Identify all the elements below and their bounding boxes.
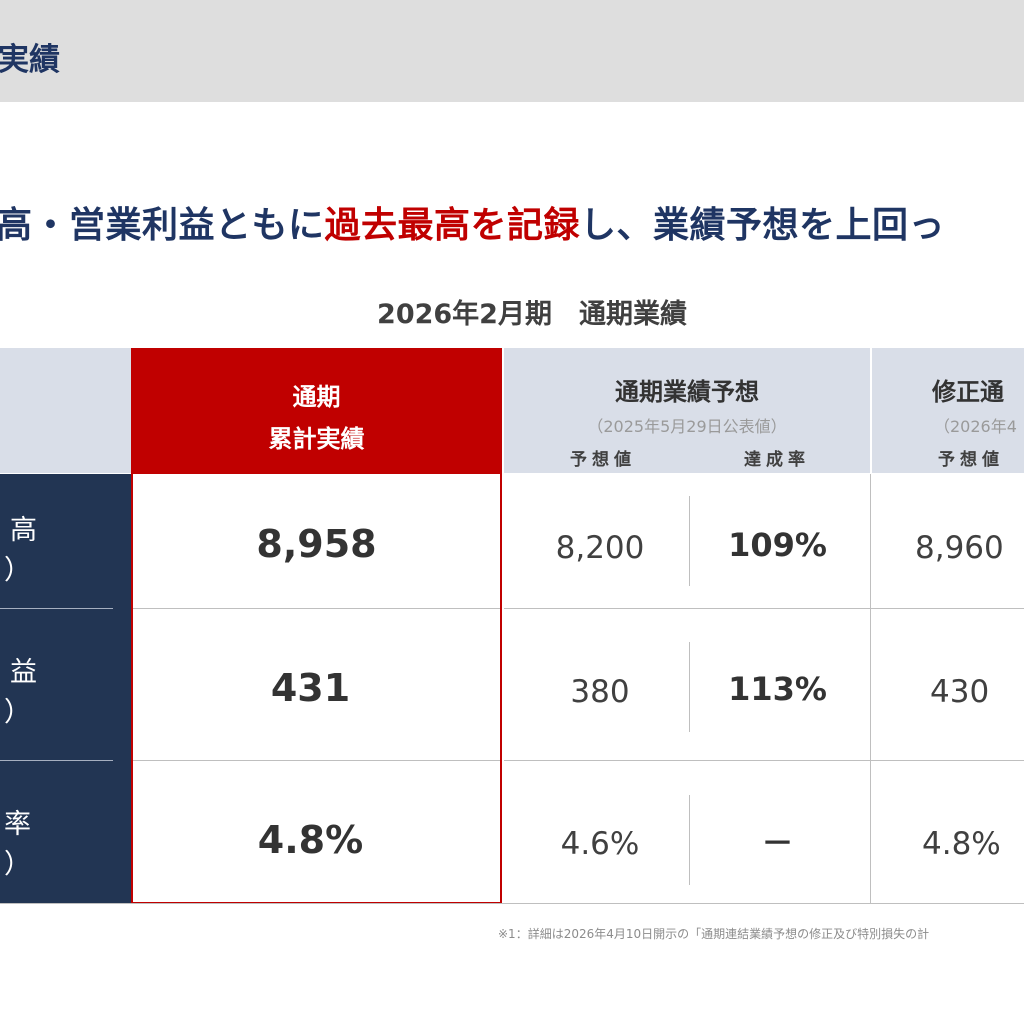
actual-column-box	[131, 474, 502, 904]
forecast-header-subtitle: （2025年5月29日公表値）	[587, 417, 787, 436]
row-label-profit-unit: ）	[4, 697, 31, 728]
revised-value-profit: 430	[930, 674, 990, 710]
forecast-value-profit: 380	[570, 674, 630, 710]
page-title: 実績	[0, 42, 60, 78]
revised-value-sales: 8,960	[915, 530, 1004, 566]
forecast-header-col-rate: 達成率	[744, 450, 810, 470]
revised-header-title: 修正通	[932, 378, 1004, 406]
revised-header-subtitle: （2026年4	[934, 417, 1017, 436]
actual-header-line2: 累計実績	[268, 425, 365, 453]
row-divider	[504, 760, 1024, 761]
forecast-header-title: 通期業績予想	[615, 378, 759, 406]
footnote: ※1：詳細は2026年4月10日開示の「通期連結業績予想の修正及び特別損失の計	[498, 927, 930, 941]
row-label-margin: 率	[4, 809, 31, 840]
actual-value-profit: 431	[270, 666, 351, 710]
forecast-header-col-forecast: 予想値	[570, 450, 636, 470]
cell-separator	[689, 496, 690, 586]
actual-value-margin: 4.8%	[257, 818, 364, 862]
row-label-sales-unit: ）	[4, 555, 31, 586]
row-label-sales: 高	[10, 515, 37, 546]
actual-value-sales: 8,958	[256, 522, 377, 566]
cell-separator	[689, 642, 690, 732]
label-column	[0, 474, 131, 904]
achievement-rate-profit: 113%	[728, 670, 827, 708]
actual-divider	[133, 608, 500, 609]
column-divider	[870, 474, 871, 904]
revised-value-margin: 4.8%	[922, 826, 1001, 862]
achievement-rate-sales: 109%	[728, 526, 827, 564]
row-divider	[504, 608, 1024, 609]
forecast-value-margin: 4.6%	[560, 826, 640, 862]
label-divider	[0, 760, 113, 761]
actual-column-header: 通期 累計実績	[131, 348, 502, 474]
label-divider	[0, 608, 113, 609]
headline-part2: し、業績予想を上回っ	[580, 205, 946, 246]
row-label-margin-unit: ）	[4, 849, 31, 880]
achievement-rate-margin: －	[761, 824, 794, 862]
actual-header-line1: 通期	[292, 383, 341, 411]
actual-divider	[133, 760, 500, 761]
forecast-column-header	[504, 348, 870, 473]
revised-column-header	[872, 348, 1024, 473]
cell-separator	[689, 795, 690, 885]
label-column-header	[0, 348, 131, 473]
headline-highlight: 過去最高を記録	[324, 205, 581, 246]
table-bottom-line	[0, 903, 1024, 904]
revised-header-col-forecast: 予想値	[938, 450, 1004, 470]
header-bar	[0, 0, 1024, 102]
row-label-profit: 益	[10, 657, 37, 688]
headline: 高・営業利益ともに過去最高を記録し、業績予想を上回っ	[0, 196, 945, 248]
headline-part1: 高・営業利益ともに	[0, 205, 325, 246]
forecast-value-sales: 8,200	[555, 530, 645, 566]
table-title: 2026年2月期 通期業績	[377, 299, 687, 330]
